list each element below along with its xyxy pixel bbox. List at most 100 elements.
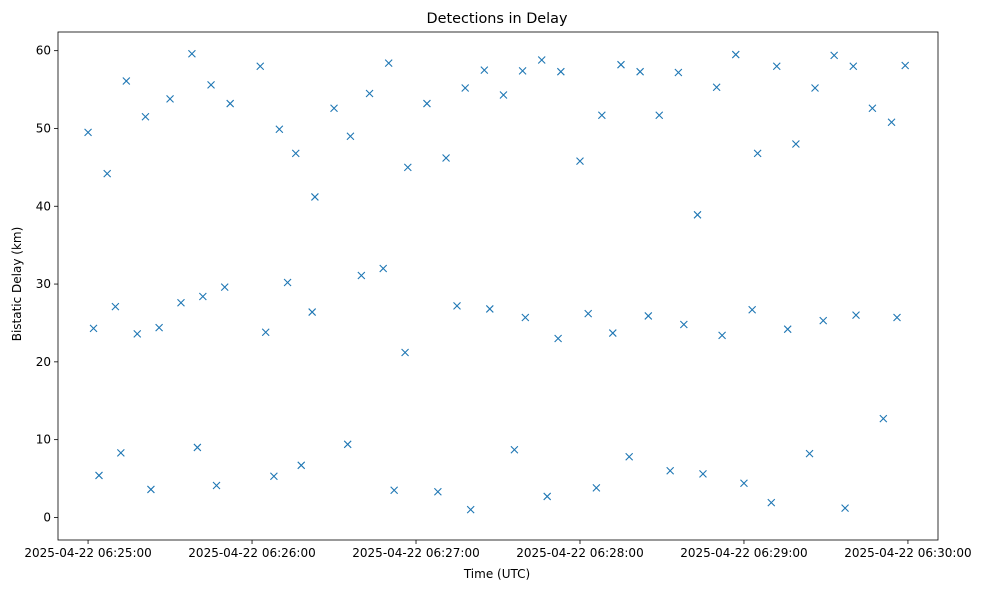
data-point xyxy=(537,56,546,64)
data-point xyxy=(556,67,565,76)
y-tick-label: 60 xyxy=(36,44,51,58)
data-point xyxy=(841,504,849,512)
data-point xyxy=(830,51,839,60)
data-point xyxy=(95,471,103,480)
x-tick-label: 2025-04-22 06:26:00 xyxy=(188,546,315,560)
data-point xyxy=(346,132,355,141)
data-points xyxy=(84,49,910,514)
data-point xyxy=(384,59,393,68)
data-point xyxy=(868,104,877,113)
data-point xyxy=(166,95,174,103)
data-point xyxy=(256,62,265,71)
x-axis-label: Time (UTC) xyxy=(463,567,530,581)
data-point xyxy=(116,448,125,457)
data-point xyxy=(748,305,757,314)
y-tick-label: 0 xyxy=(43,510,51,524)
data-point xyxy=(466,505,475,514)
data-point xyxy=(811,84,819,92)
data-point xyxy=(592,483,601,492)
data-point xyxy=(699,469,707,478)
data-point xyxy=(207,81,215,89)
data-point xyxy=(644,312,653,320)
data-point xyxy=(379,264,388,273)
data-point xyxy=(357,271,366,280)
x-tick-label: 2025-04-22 06:25:00 xyxy=(24,546,151,560)
x-tick-label: 2025-04-22 06:30:00 xyxy=(844,546,971,560)
data-point xyxy=(423,99,431,108)
data-point xyxy=(901,61,910,70)
data-point xyxy=(461,84,470,92)
data-point xyxy=(103,169,112,178)
data-point xyxy=(666,466,675,475)
data-point xyxy=(543,492,552,501)
data-point xyxy=(433,487,442,496)
x-tick-label: 2025-04-22 06:27:00 xyxy=(352,546,479,560)
y-tick-label: 30 xyxy=(36,277,51,291)
data-point xyxy=(636,67,645,76)
data-point xyxy=(133,329,142,338)
data-point xyxy=(554,334,563,343)
data-point xyxy=(819,316,828,325)
data-point xyxy=(297,461,306,470)
data-point xyxy=(365,89,374,98)
data-point xyxy=(270,472,278,481)
chart-title: Detections in Delay xyxy=(427,11,568,27)
data-point xyxy=(261,328,270,337)
y-tick-label: 10 xyxy=(36,433,51,447)
data-point xyxy=(141,112,150,121)
data-point xyxy=(693,210,702,219)
data-point xyxy=(283,278,292,287)
data-point xyxy=(155,323,164,332)
data-point xyxy=(679,320,688,329)
data-point xyxy=(608,329,617,337)
data-point xyxy=(485,305,494,313)
data-point xyxy=(480,66,489,75)
data-point xyxy=(576,157,584,166)
y-tick-label: 20 xyxy=(36,355,51,369)
data-point xyxy=(390,486,399,495)
data-point xyxy=(879,414,888,423)
data-point xyxy=(617,60,625,69)
data-point xyxy=(712,83,721,92)
data-point xyxy=(893,313,901,322)
data-point xyxy=(731,50,740,59)
data-point xyxy=(330,104,338,113)
x-axis: 2025-04-22 06:25:00 2025-04-22 06:26:00 20… xyxy=(24,540,972,560)
data-point xyxy=(122,77,131,85)
data-point xyxy=(89,324,98,333)
data-point xyxy=(193,443,202,452)
data-point xyxy=(740,479,748,488)
data-point xyxy=(852,311,860,320)
data-point xyxy=(188,49,196,58)
data-point xyxy=(275,125,284,134)
plot-frame xyxy=(57,31,939,541)
x-tick-label: 2025-04-22 06:28:00 xyxy=(516,546,643,560)
data-point xyxy=(311,193,319,201)
data-point xyxy=(499,91,508,99)
data-point xyxy=(220,283,229,292)
data-point xyxy=(767,498,776,507)
data-point xyxy=(291,149,300,158)
data-point xyxy=(308,308,317,316)
y-axis: 0 10 20 30 40 50 60 xyxy=(36,44,58,524)
y-axis-label: Bistatic Delay (km) xyxy=(10,227,24,342)
data-point xyxy=(597,111,606,120)
data-point xyxy=(401,348,409,357)
data-point xyxy=(849,62,858,71)
y-tick-label: 40 xyxy=(36,199,51,213)
data-point xyxy=(783,325,792,334)
y-tick-label: 50 xyxy=(36,121,51,135)
data-point xyxy=(226,99,235,108)
data-point xyxy=(212,481,221,490)
data-point xyxy=(518,67,527,75)
data-point xyxy=(791,140,800,148)
data-point xyxy=(177,298,185,307)
data-point xyxy=(584,309,593,318)
data-point xyxy=(718,331,726,340)
data-point xyxy=(887,118,896,127)
data-point xyxy=(111,302,120,311)
data-point xyxy=(442,154,450,162)
data-point xyxy=(655,111,664,120)
data-point xyxy=(453,301,461,310)
